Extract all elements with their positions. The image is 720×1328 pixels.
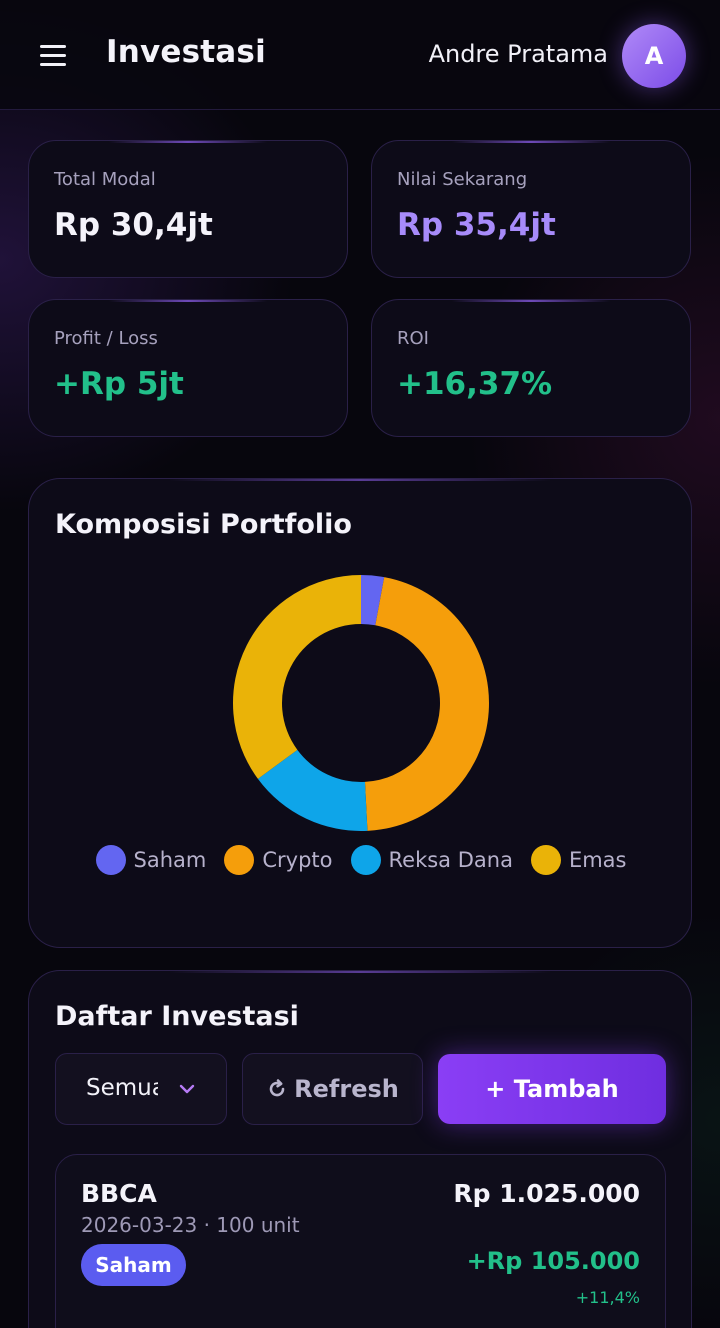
stat-label: Total Modal — [54, 169, 156, 190]
stat-value: Rp 30,4jt — [54, 207, 213, 243]
investment-profit: +Rp 105.000 — [466, 1247, 640, 1275]
legend-item-crypto[interactable]: Crypto — [224, 845, 333, 875]
hamburger-menu-icon[interactable] — [38, 40, 68, 70]
investment-type-badge: Saham — [81, 1244, 186, 1286]
stat-card-profit-loss: Profit / Loss +Rp 5jt — [28, 299, 348, 437]
stat-card-roi: ROI +16,37% — [371, 299, 691, 437]
legend-swatch — [350, 845, 381, 875]
legend-swatch — [530, 845, 561, 875]
page-title: Investasi — [106, 34, 266, 70]
refresh-icon — [269, 1079, 285, 1097]
filter-select[interactable]: Semua — [55, 1053, 227, 1125]
stat-label: Profit / Loss — [54, 328, 158, 349]
slice-emas[interactable] — [233, 575, 361, 779]
user-name: Andre Pratama — [428, 40, 608, 68]
portfolio-title: Komposisi Portfolio — [55, 509, 352, 540]
legend-label: Crypto — [262, 848, 333, 872]
app-header: Investasi Andre Pratama A — [0, 0, 720, 110]
legend-item-emas[interactable]: Emas — [530, 845, 627, 875]
investment-meta: 2026-03-23 · 100 unit — [81, 1213, 300, 1237]
investment-profit-percent: +11,4% — [575, 1288, 640, 1307]
investment-value: Rp 1.025.000 — [453, 1179, 640, 1208]
slice-crypto[interactable] — [364, 577, 489, 831]
portfolio-donut-chart[interactable] — [229, 571, 493, 835]
add-investment-button[interactable]: + Tambah — [438, 1054, 666, 1124]
stat-value: +16,37% — [397, 366, 553, 402]
slice-saham[interactable] — [361, 575, 385, 626]
legend-item-reksa-dana[interactable]: Reksa Dana — [350, 845, 513, 875]
chevron-down-icon — [179, 1084, 195, 1094]
refresh-label: Refresh — [294, 1075, 399, 1103]
investment-code: BBCA — [81, 1179, 157, 1208]
legend-swatch — [95, 845, 126, 875]
stat-label: Nilai Sekarang — [397, 169, 528, 190]
stat-value: Rp 35,4jt — [397, 207, 556, 243]
legend-swatch — [224, 845, 255, 875]
avatar[interactable]: A — [622, 24, 686, 88]
slice-reksa-dana[interactable] — [257, 749, 368, 831]
portfolio-card: Komposisi Portfolio Saham Crypto Reksa Dan… — [28, 478, 692, 948]
legend-label: Emas — [568, 848, 627, 872]
legend-label: Reksa Dana — [388, 848, 513, 872]
legend-label: Saham — [133, 848, 207, 872]
stat-label: ROI — [397, 328, 429, 349]
chart-legend: Saham Crypto Reksa Dana Emas — [29, 845, 691, 875]
legend-item-saham[interactable]: Saham — [95, 845, 207, 875]
refresh-button[interactable]: Refresh — [242, 1053, 423, 1125]
stat-value: +Rp 5jt — [54, 366, 184, 402]
investment-list-item[interactable]: BBCA 2026-03-23 · 100 unit Saham Rp 1.02… — [55, 1154, 666, 1328]
investments-title: Daftar Investasi — [55, 1001, 299, 1032]
stat-card-total-modal: Total Modal Rp 30,4jt — [28, 140, 348, 278]
investments-card: Daftar Investasi Semua Refresh + Tambah … — [28, 970, 692, 1328]
filter-select-value: Semua — [86, 1075, 158, 1101]
stat-card-nilai-sekarang: Nilai Sekarang Rp 35,4jt — [371, 140, 691, 278]
